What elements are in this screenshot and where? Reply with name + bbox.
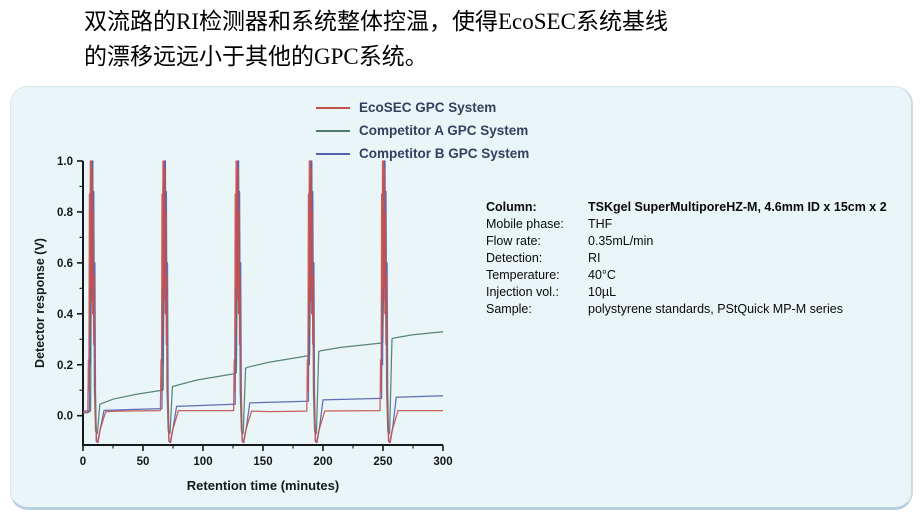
condition-value: THF <box>588 217 613 231</box>
analysis-conditions-table: Column: TSKgel SuperMultiporeHZ-M, 4.6mm… <box>486 199 918 318</box>
x-tick-label: 0 <box>80 456 86 468</box>
condition-value: 40°C <box>588 268 616 282</box>
series-line-2 <box>82 160 444 444</box>
y-tick-label: 0.6 <box>57 258 73 270</box>
condition-label: Injection vol.: <box>486 285 559 299</box>
x-tick-label: 50 <box>137 456 150 468</box>
legend-item-competitor-b: Competitor B GPC System <box>316 142 529 165</box>
condition-value: TSKgel SuperMultiporeHZ-M, 4.6mm ID x 15… <box>588 200 887 214</box>
condition-label: Mobile phase: <box>486 217 564 231</box>
x-tick-label: 150 <box>253 456 272 468</box>
x-tick-label: 200 <box>313 456 332 468</box>
condition-label: Column: <box>486 200 537 214</box>
x-tick-label: 100 <box>193 456 212 468</box>
x-tick-label: 250 <box>373 456 392 468</box>
y-tick-label: 0.2 <box>57 360 73 372</box>
series-line-1 <box>83 160 444 435</box>
intro-line-2: 的漂移远远小于其他的GPC系统。 <box>84 44 428 69</box>
y-tick-label: 1.0 <box>57 156 73 168</box>
condition-value: 10µL <box>588 285 617 299</box>
x-tick-label: 300 <box>433 456 452 468</box>
condition-value: polystyrene standards, PStQuick MP-M ser… <box>588 302 843 316</box>
y-tick-label: 0.4 <box>57 309 74 321</box>
y-axis-title: Detector response (V) <box>33 238 47 368</box>
condition-label: Sample: <box>486 302 532 316</box>
legend-item-ecosec: EcoSEC GPC System <box>316 96 529 119</box>
legend-label: EcoSEC GPC System <box>359 100 497 115</box>
series-line-0 <box>82 160 443 444</box>
competitor-a-line-swatch <box>316 129 350 132</box>
ecosec-line-swatch <box>316 106 350 109</box>
condition-value: RI <box>588 251 601 265</box>
condition-label: Temperature: <box>486 268 560 282</box>
competitor-b-line-swatch <box>316 152 350 155</box>
condition-label: Flow rate: <box>486 234 541 248</box>
chart-legend: EcoSEC GPC System Competitor A GPC Syste… <box>316 96 529 165</box>
legend-label: Competitor B GPC System <box>359 146 530 161</box>
y-tick-label: 0.0 <box>57 411 73 423</box>
legend-label: Competitor A GPC System <box>359 123 529 138</box>
legend-item-competitor-a: Competitor A GPC System <box>316 119 529 142</box>
intro-line-1: 双流路的RI检测器和系统整体控温，使得EcoSEC系统基线 <box>84 9 668 34</box>
condition-label: Detection: <box>486 251 543 265</box>
condition-value: 0.35mL/min <box>588 234 654 248</box>
x-axis-title: Retention time (minutes) <box>187 478 339 493</box>
intro-paragraph: 双流路的RI检测器和系统整体控温，使得EcoSEC系统基线 的漂移远远小于其他的… <box>84 4 668 74</box>
figure-panel <box>10 86 913 510</box>
y-tick-label: 0.8 <box>57 207 74 219</box>
